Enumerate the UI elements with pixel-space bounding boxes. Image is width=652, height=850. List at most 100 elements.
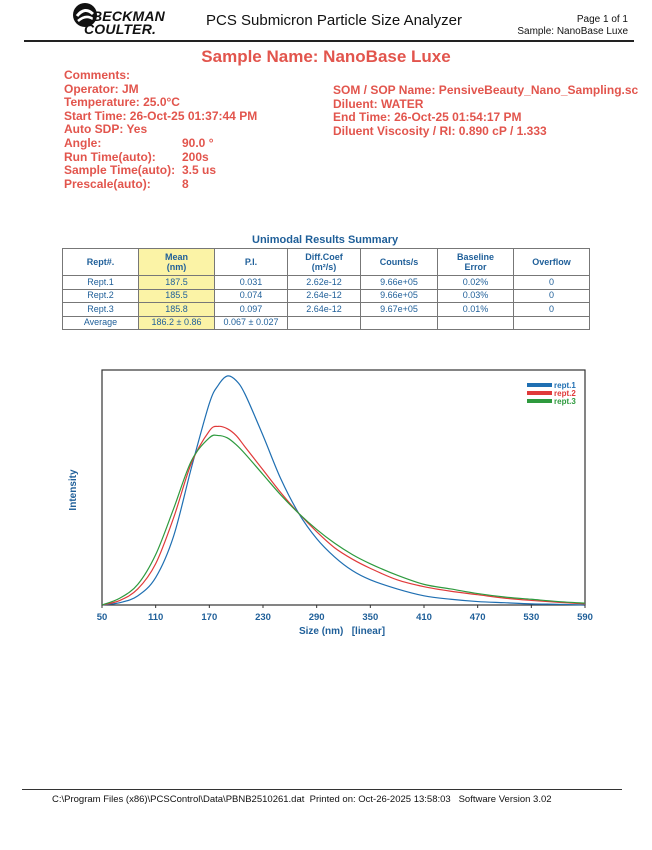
runtime-value: 200s (182, 149, 209, 164)
table-cell (287, 315, 361, 330)
table-cell: 0.074 (214, 288, 288, 303)
legend-swatch (527, 383, 552, 387)
x-tick-label: 230 (255, 612, 271, 623)
x-tick-label: 590 (577, 612, 593, 623)
runtime-row: Run Time(auto): 200s (64, 149, 257, 165)
angle-key: Angle: (64, 135, 102, 150)
x-tick-label: 170 (201, 612, 217, 623)
app-title: PCS Submicron Particle Size Analyzer (206, 12, 462, 29)
x-axis-ticks: 50 110 170 230 290 350 410 470 530 590 (97, 605, 593, 623)
table-cell: 185.8 (138, 302, 215, 317)
series-line-rept-1 (101, 375, 586, 606)
legend-swatch (527, 391, 552, 395)
legend-label: rept.2 (554, 389, 576, 398)
table-cell: Rept.3 (62, 302, 139, 317)
table-cell (360, 315, 438, 330)
page-info: Page 1 of 1 Sample: NanoBase Luxe (517, 14, 628, 38)
table-cell: 0 (513, 275, 590, 290)
header-baseline: Baseline Error (437, 248, 514, 276)
header-rept: Rept#. (62, 248, 139, 276)
table-cell: Rept.1 (62, 275, 139, 290)
header-pi: P.I. (214, 248, 288, 276)
table-header-row: Rept#. Mean (nm) P.I. Diff.Coef (m²/s) Cou… (62, 248, 590, 276)
header-mean: Mean (nm) (138, 248, 215, 276)
legend-label: rept.3 (554, 397, 576, 406)
table-row-average: Average 186.2 ± 0.86 0.067 ± 0.027 (62, 315, 590, 330)
sample-title: Sample Name: NanoBase Luxe (201, 47, 451, 66)
table-cell: 0 (513, 288, 590, 303)
table-row: Rept.1 187.5 0.031 2.62e-12 9.66e+05 0.02% 0 (62, 275, 590, 290)
operator-text: Operator: JM (64, 81, 139, 96)
viscosity-text: Diluent Viscosity / RI: 0.890 cP / 1.333 (333, 123, 547, 138)
table-cell: 0.03% (437, 288, 514, 303)
prescale-key: Prescale(auto): (64, 176, 151, 191)
series-line-rept-2 (101, 425, 586, 606)
table-row: Rept.3 185.8 0.097 2.64e-12 9.67e+05 0.01% 0 (62, 302, 590, 317)
table-cell: 186.2 ± 0.86 (138, 315, 215, 330)
run-parameters-right: SOM / SOP Name: PensiveBeauty_Nano_Sampl… (333, 83, 639, 138)
angle-row: Angle: 90.0 ° (64, 135, 257, 151)
table-cell: 0 (513, 302, 590, 317)
table-cell: 9.67e+05 (360, 302, 438, 317)
header-overflow: Overflow (513, 248, 590, 276)
x-tick-label: 50 (97, 612, 108, 623)
sampletime-key: Sample Time(auto): (64, 163, 176, 178)
x-axis-label: Size (nm) [linear] (299, 626, 385, 637)
table-row: Rept.2 185.5 0.074 2.64e-12 9.66e+05 0.03% 0 (62, 288, 590, 303)
prescale-row: Prescale(auto): 8 (64, 176, 257, 192)
table-cell: 185.5 (138, 288, 215, 303)
table-cell: 0.097 (214, 302, 288, 317)
plot-area (101, 369, 586, 606)
start-time-text: Start Time: 26-Oct-25 01:37:44 PM (64, 108, 258, 123)
page-number: Page 1 of 1 (576, 14, 628, 25)
x-tick-label: 530 (523, 612, 539, 623)
sampletime-row: Sample Time(auto): 3.5 us (64, 164, 257, 178)
table-cell: Rept.2 (62, 288, 139, 303)
header-counts: Counts/s (360, 248, 438, 276)
table-cell: 0.031 (214, 275, 288, 290)
plot-frame (101, 369, 586, 606)
footer-divider (22, 789, 622, 790)
sample-label: Sample: NanoBase Luxe (517, 26, 628, 37)
table-cell: 0.067 ± 0.027 (214, 315, 288, 330)
x-tick-label: 290 (309, 612, 325, 623)
x-tick-label: 470 (470, 612, 486, 623)
series-line-rept-3 (101, 434, 586, 606)
logo-line-2: COULTER. (84, 21, 157, 37)
table-cell: 0.02% (437, 275, 514, 290)
table-cell: 2.62e-12 (287, 275, 361, 290)
results-table-title: Unimodal Results Summary (252, 234, 399, 246)
logo-line-1: BECKMAN (92, 8, 165, 24)
y-axis-label: Intensity (68, 469, 79, 511)
auto-sdp-text: Auto SDP: Yes (64, 122, 148, 137)
som-sop-name: SOM / SOP Name: PensiveBeauty_Nano_Sampl… (333, 83, 639, 97)
table-cell: 187.5 (138, 275, 215, 290)
table-cell: 0.01% (437, 302, 514, 317)
angle-value: 90.0 ° (182, 135, 214, 150)
x-tick-label: 350 (362, 612, 378, 623)
runtime-key: Run Time(auto): (64, 149, 156, 164)
company-logo-text: BECKMAN COULTER. (84, 8, 165, 36)
x-tick-label: 110 (148, 612, 163, 623)
beckman-logo-icon (73, 3, 97, 27)
table-cell (437, 315, 514, 330)
sampletime-value: 3.5 us (182, 163, 217, 178)
end-time-text: End Time: 26-Oct-25 01:54:17 PM (333, 110, 522, 125)
table-cell: Average (62, 315, 139, 330)
results-table: Rept#. Mean (nm) P.I. Diff.Coef (m²/s) Cou… (62, 248, 590, 330)
table-cell: 2.64e-12 (287, 288, 361, 303)
x-tick-label: 410 (416, 612, 432, 623)
prescale-value: 8 (182, 176, 189, 191)
header-divider (24, 40, 634, 42)
size-distribution-chart: 50 110 170 230 290 350 410 470 530 590 Intensity … (68, 369, 593, 637)
legend-swatch (527, 399, 552, 403)
run-parameters-left: Comments: Operator: JM Temperature: 25.0… (64, 68, 258, 192)
comments-label: Comments: (64, 68, 131, 82)
table-cell (513, 315, 590, 330)
temperature-text: Temperature: 25.0°C (64, 95, 180, 110)
chart-series-group (101, 375, 586, 606)
header-diff-coef: Diff.Coef (m²/s) (287, 248, 361, 276)
table-cell: 9.66e+05 (360, 275, 438, 290)
diluent-text: Diluent: WATER (333, 96, 424, 111)
